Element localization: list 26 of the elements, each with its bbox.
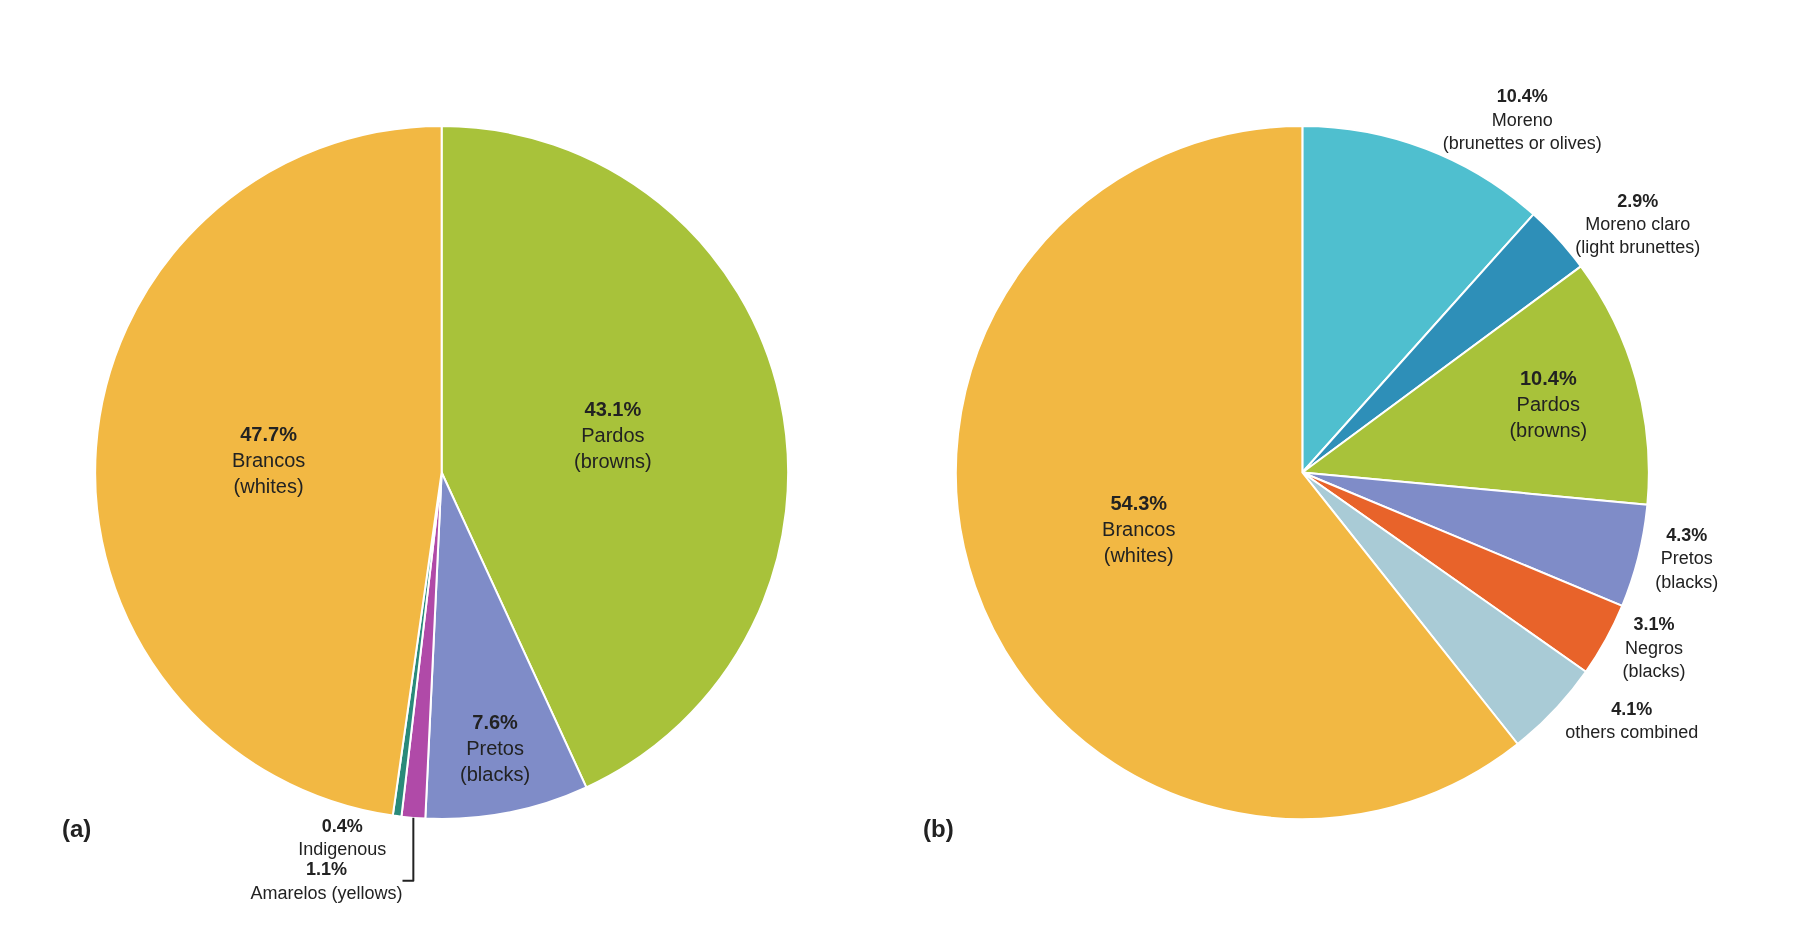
slice-label: Negros (blacks) <box>1622 637 1686 681</box>
data-label: 54.3% <box>1110 492 1168 515</box>
slice-label: Pardos (browns) <box>573 424 652 473</box>
data-label: 2.9% <box>1617 190 1659 211</box>
data-label: 47.7% <box>240 423 298 446</box>
slice-label: Amarelos (yellows) <box>250 882 403 903</box>
data-label: 4.1% <box>1611 698 1653 719</box>
data-label: 0.4% <box>321 815 363 836</box>
slice-label: Moreno claro (light brunettes) <box>1575 214 1701 258</box>
slice-label: others combined <box>1565 722 1699 743</box>
slice-label: Moreno (brunettes or olives) <box>1442 109 1602 154</box>
slice-label: Brancos (whites) <box>231 449 306 498</box>
data-label: 10.4% <box>1519 366 1577 389</box>
data-label: 1.1% <box>305 859 347 880</box>
data-label: 10.4% <box>1496 86 1548 107</box>
data-label: 4.3% <box>1666 524 1708 545</box>
slice-label: Pretos (blacks) <box>1655 548 1719 592</box>
slice-label: Pardos (browns) <box>1509 392 1588 441</box>
text: (b) <box>923 815 954 842</box>
slice-label: Indigenous <box>298 839 387 860</box>
text: (a) <box>62 815 92 842</box>
slice-label: Brancos (whites) <box>1102 518 1176 567</box>
data-label: 7.6% <box>472 710 519 733</box>
data-label: 43.1% <box>584 398 642 421</box>
slice-label: Pretos (blacks) <box>460 736 531 785</box>
data-label: 3.1% <box>1633 614 1675 635</box>
